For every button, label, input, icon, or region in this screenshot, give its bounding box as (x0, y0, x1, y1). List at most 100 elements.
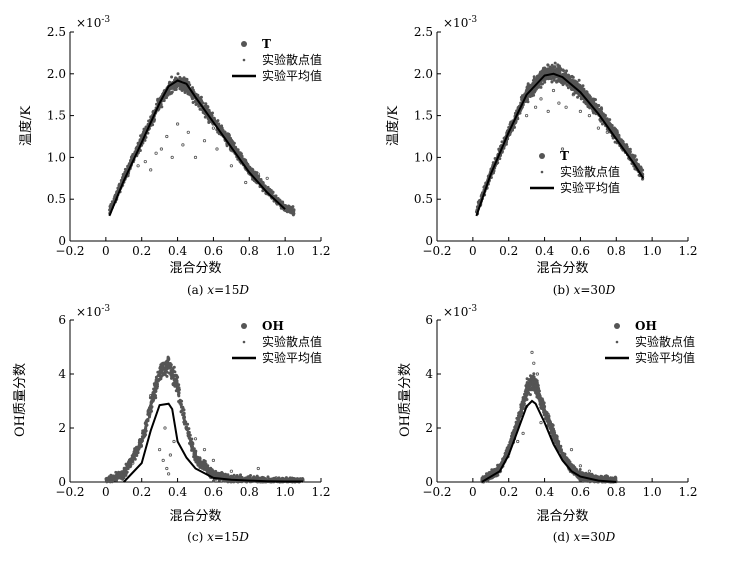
band-point (217, 473, 221, 476)
band-point (551, 69, 555, 73)
x-tick-label: 0.2 (499, 485, 518, 499)
scatter-point (596, 126, 601, 130)
scatter-point (202, 447, 207, 452)
scatter-point (551, 88, 556, 93)
y-tick-label: 1.5 (47, 109, 66, 123)
band-point (238, 151, 242, 155)
y-multiplier-exponent: -3 (468, 304, 477, 314)
panel-caption: (a) x=15D (187, 283, 249, 297)
band-point (131, 457, 135, 461)
band-point (186, 430, 190, 434)
band-point (145, 423, 149, 427)
band-point (210, 114, 214, 118)
x-tick-label: 1.2 (311, 485, 330, 499)
band-point (539, 70, 542, 74)
band-point (129, 159, 132, 162)
band-point (555, 80, 559, 84)
legend-label: T (262, 37, 271, 51)
band-point (615, 129, 619, 133)
x-tick-label: 0.4 (535, 244, 554, 258)
scatter-point (256, 172, 260, 176)
band-point (586, 105, 590, 109)
scatter-point (546, 109, 550, 114)
scatter-point (172, 439, 176, 444)
scatter-point (158, 447, 162, 452)
y-multiplier: ×10-3 (76, 304, 110, 319)
x-tick-label: 1.0 (276, 485, 295, 499)
scatter-point (149, 168, 153, 172)
band-point (158, 370, 162, 374)
band-point (182, 417, 186, 420)
x-tick-label: 0.8 (240, 244, 259, 258)
y-tick-label: 4 (58, 367, 66, 381)
band-point (226, 132, 230, 136)
x-tick-label: 1.2 (311, 244, 330, 258)
band-point (171, 376, 175, 380)
y-tick-label: 2 (58, 421, 66, 435)
y-multiplier: ×10-3 (76, 15, 110, 30)
band-point (148, 411, 152, 415)
scatter-point (163, 426, 167, 430)
band-point (179, 402, 183, 406)
x-axis-label: 混合分数 (536, 261, 588, 276)
band-point (605, 117, 609, 121)
band-point (581, 84, 585, 88)
band-point (532, 93, 536, 97)
band-point (267, 188, 271, 192)
y-tick-label: 0.5 (47, 192, 66, 206)
band-point (170, 86, 174, 90)
band-point (579, 96, 583, 100)
band-point (633, 154, 637, 158)
band-point (616, 133, 620, 137)
band-point (210, 471, 214, 475)
band-point (608, 118, 612, 122)
band-point (576, 95, 580, 99)
x-tick-label: 0.2 (499, 244, 518, 258)
x-tick-label: 0.8 (240, 485, 259, 499)
band-point (143, 433, 147, 437)
scatter-point (154, 151, 158, 155)
band-point (145, 419, 149, 423)
band-point (130, 155, 134, 159)
band-point (205, 105, 209, 108)
band-point (223, 132, 227, 136)
band-point (255, 474, 259, 478)
band-point (613, 140, 617, 144)
y-multiplier: ×10-3 (443, 304, 477, 319)
series-band-points (480, 372, 618, 484)
band-point (199, 95, 203, 99)
band-point (109, 473, 113, 477)
band-point (603, 113, 607, 117)
y-tick-label: 1.5 (414, 109, 433, 123)
x-tick-label: 0 (102, 485, 110, 499)
y-tick-label: 1.0 (47, 150, 66, 164)
legend-marker-scatter (242, 58, 246, 62)
y-tick-label: 2.5 (414, 25, 433, 39)
band-point (584, 92, 588, 96)
band-point (556, 64, 560, 67)
band-point (128, 462, 132, 466)
scatter-point (165, 134, 169, 139)
band-point (175, 388, 179, 392)
band-point (160, 105, 164, 109)
band-point (217, 124, 221, 128)
band-point (165, 374, 169, 378)
y-tick-label: 0 (425, 234, 433, 248)
y-tick-label: 2 (425, 421, 433, 435)
scatter-point (533, 105, 538, 109)
legend-marker-band (241, 323, 247, 329)
y-tick-label: 0.5 (414, 192, 433, 206)
band-point (176, 72, 180, 76)
scatter-point (161, 458, 165, 462)
y-multiplier-exponent: -3 (101, 304, 110, 314)
band-point (191, 96, 195, 100)
band-point (231, 141, 235, 144)
band-point (612, 127, 615, 131)
band-point (164, 370, 168, 373)
band-point (114, 474, 118, 478)
legend-label: 实验平均值 (262, 350, 322, 365)
x-tick-label: 0.2 (132, 485, 151, 499)
band-point (249, 167, 253, 171)
